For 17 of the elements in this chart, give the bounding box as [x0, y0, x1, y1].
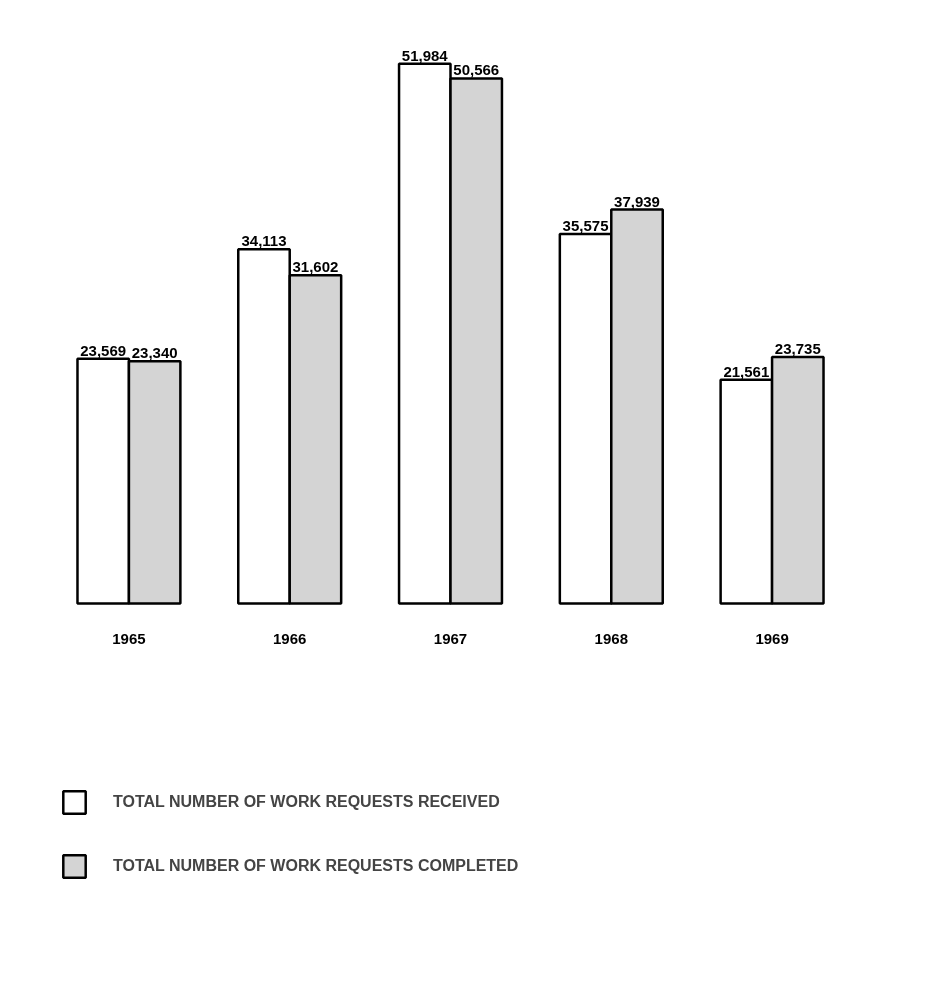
data-label: 23,735 — [774, 340, 821, 358]
data-label: 23,340 — [131, 344, 178, 362]
x-tick-label: 1967 — [433, 629, 468, 647]
data-label: 31,602 — [292, 258, 339, 276]
x-tick-label: 1965 — [112, 629, 146, 647]
data-label: 21,561 — [723, 362, 770, 380]
data-label: 37,939 — [614, 192, 660, 210]
x-tick-label: 1969 — [755, 629, 789, 647]
x-tick-label: 1966 — [273, 629, 307, 647]
x-tick-label: 1968 — [594, 629, 628, 647]
data-label: 34,113 — [241, 232, 287, 250]
data-label: 50,566 — [453, 61, 500, 79]
data-label: 23,569 — [80, 341, 127, 359]
data-label: 35,575 — [562, 217, 609, 235]
legend-label: TOTAL NUMBER OF WORK REQUESTS COMPLETED — [113, 857, 519, 875]
legend-label: TOTAL NUMBER OF WORK REQUESTS RECEIVED — [113, 793, 500, 811]
data-label: 51,984 — [401, 46, 449, 64]
